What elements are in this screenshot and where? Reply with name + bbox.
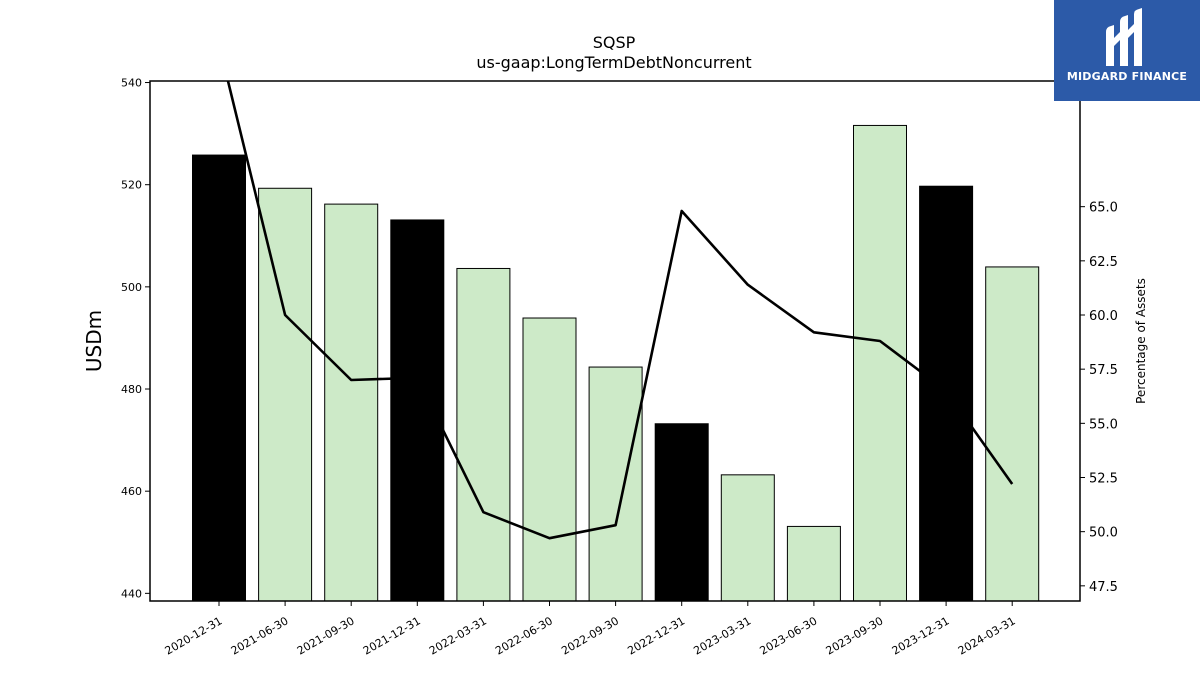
y2-axis-label: Percentage of Assets (1134, 278, 1148, 404)
y-tick-label: 480 (121, 383, 142, 396)
x-tick-label: 2021-12-31 (361, 614, 423, 657)
x-tick-label: 2022-09-30 (559, 614, 621, 657)
x-tick-label: 2023-06-30 (758, 614, 820, 657)
bar-2023-09-30 (853, 124, 907, 601)
y2-tick-label: 52.5 (1089, 472, 1118, 487)
y-tick-label: 540 (121, 77, 142, 90)
bar-2024-03-31 (985, 266, 1040, 601)
bar-2020-12-31 (192, 154, 246, 601)
y-tick-label: 520 (121, 179, 142, 192)
bar-2021-06-30 (258, 187, 313, 601)
chart-title: SQSP (593, 33, 636, 52)
y-tick-label: 440 (121, 587, 142, 600)
x-tick-label: 2023-03-31 (691, 614, 753, 657)
x-tick-label: 2022-12-31 (625, 614, 687, 657)
y-tick-label: 500 (121, 281, 142, 294)
x-tick-label: 2023-09-30 (824, 614, 886, 657)
x-tick-label: 2024-03-31 (956, 614, 1018, 657)
y2-tick-label: 62.5 (1089, 255, 1118, 270)
percentage-line (226, 81, 1014, 540)
bar-2022-03-31 (456, 267, 511, 601)
x-tick-label: 2022-03-31 (427, 614, 489, 657)
bar-2021-12-31 (390, 219, 445, 601)
bar-2022-09-30 (588, 366, 643, 601)
bar-2022-12-31 (654, 423, 709, 601)
brand-name: MIDGARD FINANCE (1066, 70, 1188, 83)
y2-tick-label: 50.0 (1089, 526, 1118, 541)
y2-tick-label: 55.0 (1089, 417, 1118, 432)
bar-2023-03-31 (720, 474, 775, 601)
brand-mark-icon (1106, 8, 1142, 66)
brand-logo: MIDGARD FINANCE (1054, 0, 1200, 101)
y-axis-label: USDm (82, 310, 106, 372)
bar-2023-06-30 (786, 525, 841, 601)
line-series (226, 81, 1014, 540)
x-tick-label: 2021-06-30 (229, 614, 291, 657)
y2-tick-label: 60.0 (1089, 309, 1118, 324)
bar-2023-12-31 (919, 185, 974, 601)
bar-series (192, 124, 1040, 601)
y-tick-label: 460 (121, 485, 142, 498)
y2-tick-label: 57.5 (1089, 363, 1118, 378)
chart-subtitle: us-gaap:LongTermDebtNoncurrent (476, 53, 751, 72)
bar-2022-06-30 (522, 317, 577, 601)
x-tick-label: 2023-12-31 (890, 614, 952, 657)
plot-frame (149, 80, 1081, 602)
x-tick-label: 2021-09-30 (295, 614, 357, 657)
x-tick-label: 2022-06-30 (493, 614, 555, 657)
y2-tick-label: 47.5 (1089, 580, 1118, 595)
y2-tick-label: 65.0 (1089, 201, 1118, 216)
bar-2021-09-30 (324, 203, 379, 601)
x-tick-label: 2020-12-31 (163, 614, 225, 657)
